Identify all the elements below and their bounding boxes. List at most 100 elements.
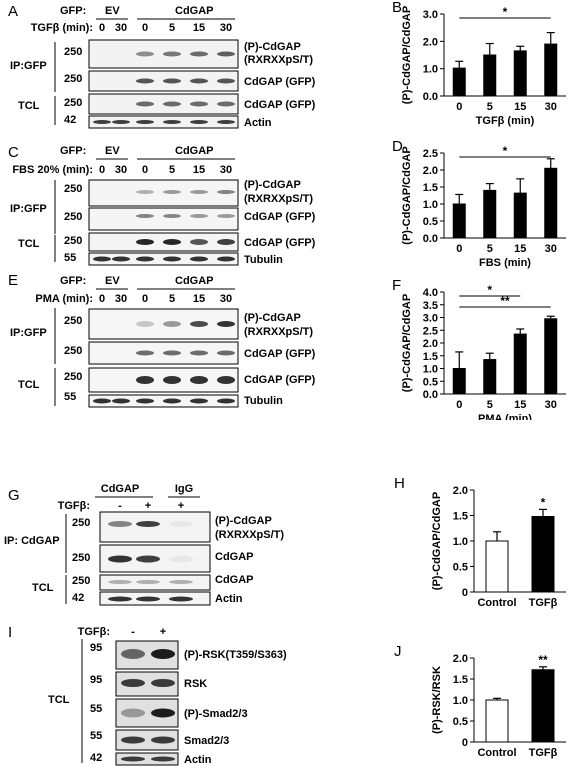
- x-tick-label: 15: [514, 243, 526, 255]
- y-tick-label: 1.5: [423, 351, 438, 363]
- blot-band: [136, 321, 154, 327]
- panel-letter: F: [392, 277, 401, 294]
- time-1: 30: [115, 164, 127, 176]
- panel-letter: C: [8, 144, 19, 161]
- blot-band: [163, 256, 181, 262]
- chart-d: D 0.0 0.5 1.0 1.5 2.0 2.5 (P)-CdGAP/CdGAP 0 5 15 30…: [392, 138, 566, 269]
- mw-marker: 250: [64, 371, 82, 383]
- y-axis-label: (P)-CdGAP/CdGAP: [401, 6, 413, 104]
- x-tick-label: 0: [456, 101, 462, 113]
- group-label: CdGAP: [175, 275, 214, 287]
- tcl-label: TCL: [32, 582, 54, 594]
- x-tick-label: 15: [514, 101, 526, 113]
- y-tick-label: 0: [462, 587, 468, 599]
- blot-band: [190, 120, 208, 124]
- blot-band: [217, 321, 235, 327]
- blot-label: CdGAP (GFP): [244, 76, 316, 88]
- blot-band: [108, 521, 132, 527]
- mw-marker: 250: [72, 517, 90, 529]
- blot-strip: [88, 367, 239, 393]
- blot-band: [93, 256, 111, 262]
- y-tick-label: 3.0: [423, 313, 438, 325]
- blot-label: CdGAP (GFP): [244, 348, 316, 360]
- blot-band: [190, 376, 208, 384]
- panel-letter: E: [8, 272, 18, 289]
- y-axis-label: (P)-CdGAP/CdGAP: [401, 146, 413, 244]
- time-3: 5: [169, 22, 175, 34]
- blot-band: [163, 321, 181, 327]
- panel-letter: D: [392, 138, 403, 155]
- blot-strip: [88, 308, 239, 340]
- blot-band: [190, 101, 208, 107]
- time-4: 15: [193, 293, 205, 305]
- panel-g-blot: G CdGAP IgG TGFβ: - + + IP: CdGAP TCL 25…: [4, 483, 284, 606]
- y-tick-label: 2.0: [453, 485, 468, 497]
- panel-i-blot: I TGFβ: - + TCL 95 95 55 55 42 (P)-RSK(T…: [8, 625, 287, 766]
- blot-band: [190, 256, 208, 262]
- blot-band: [190, 78, 208, 84]
- time-3: 5: [169, 293, 175, 305]
- blot-strip: [88, 93, 239, 115]
- blot-label: CdGAP (GFP): [244, 374, 316, 386]
- tcl-label: TCL: [18, 100, 40, 112]
- x-tick-label: TGFβ: [529, 747, 558, 759]
- blot-band: [217, 51, 235, 57]
- x-tick-label: 30: [545, 243, 557, 255]
- blot-label: (RXRXXpS/T): [215, 529, 284, 541]
- y-tick-label: 2.5: [423, 148, 438, 160]
- blot-label: CdGAP (GFP): [244, 237, 316, 249]
- blot-band: [151, 679, 175, 687]
- significance-mark: *: [487, 283, 492, 297]
- blot-band: [136, 350, 154, 356]
- mw-marker: 250: [64, 46, 82, 58]
- tcl-label: TCL: [48, 694, 70, 706]
- blot-band: [163, 376, 181, 384]
- blot-band: [136, 214, 154, 218]
- tcl-label: TCL: [18, 238, 40, 250]
- time-2: 0: [142, 22, 148, 34]
- blot-band: [136, 596, 160, 602]
- gfp-label: GFP:: [60, 5, 86, 17]
- blot-band: [136, 580, 160, 584]
- blot-label: (P)-RSK(T359/S363): [184, 649, 287, 661]
- blot-band: [93, 398, 111, 404]
- y-tick-label: 1.0: [423, 364, 438, 376]
- mw-marker: 250: [64, 97, 82, 109]
- blot-band: [217, 398, 235, 404]
- blot-label: CdGAP: [215, 574, 254, 586]
- time-2: 0: [142, 293, 148, 305]
- mw-marker: 42: [72, 592, 84, 604]
- y-tick-label: 2.0: [423, 165, 438, 177]
- ev-label: EV: [105, 275, 120, 287]
- mw-marker: 250: [72, 575, 90, 587]
- blot-band: [217, 214, 235, 218]
- gfp-label: GFP:: [60, 275, 86, 287]
- blot-band: [136, 51, 154, 57]
- x-tick-label: 30: [545, 399, 557, 411]
- panel-letter: A: [8, 3, 18, 20]
- mw-marker: 42: [90, 752, 102, 764]
- blot-band: [136, 521, 160, 527]
- ip-label: IP: CdGAP: [4, 535, 60, 547]
- blot-band: [136, 256, 154, 262]
- y-tick-label: 0.0: [423, 91, 438, 103]
- blot-label: Actin: [244, 117, 272, 129]
- blot-band: [169, 580, 193, 584]
- y-tick-label: 2.0: [453, 653, 468, 665]
- mw-marker: 250: [64, 345, 82, 357]
- blot-band: [217, 350, 235, 356]
- y-axis-label: (P)-CdGAP/CdGAP: [401, 294, 413, 392]
- blot-band: [163, 398, 181, 404]
- y-tick-label: 1.5: [453, 674, 468, 686]
- time-4: 15: [193, 22, 205, 34]
- y-tick-label: 1.5: [423, 182, 438, 194]
- y-tick-label: 4.0: [423, 287, 438, 299]
- blot-strip: [88, 39, 239, 69]
- blot-band: [163, 78, 181, 84]
- mw-marker: 95: [90, 674, 102, 686]
- treat-value: +: [178, 500, 184, 512]
- blot-label: (RXRXXpS/T): [244, 193, 313, 205]
- x-tick-label: Control: [477, 747, 516, 759]
- mw-marker: 55: [90, 730, 102, 742]
